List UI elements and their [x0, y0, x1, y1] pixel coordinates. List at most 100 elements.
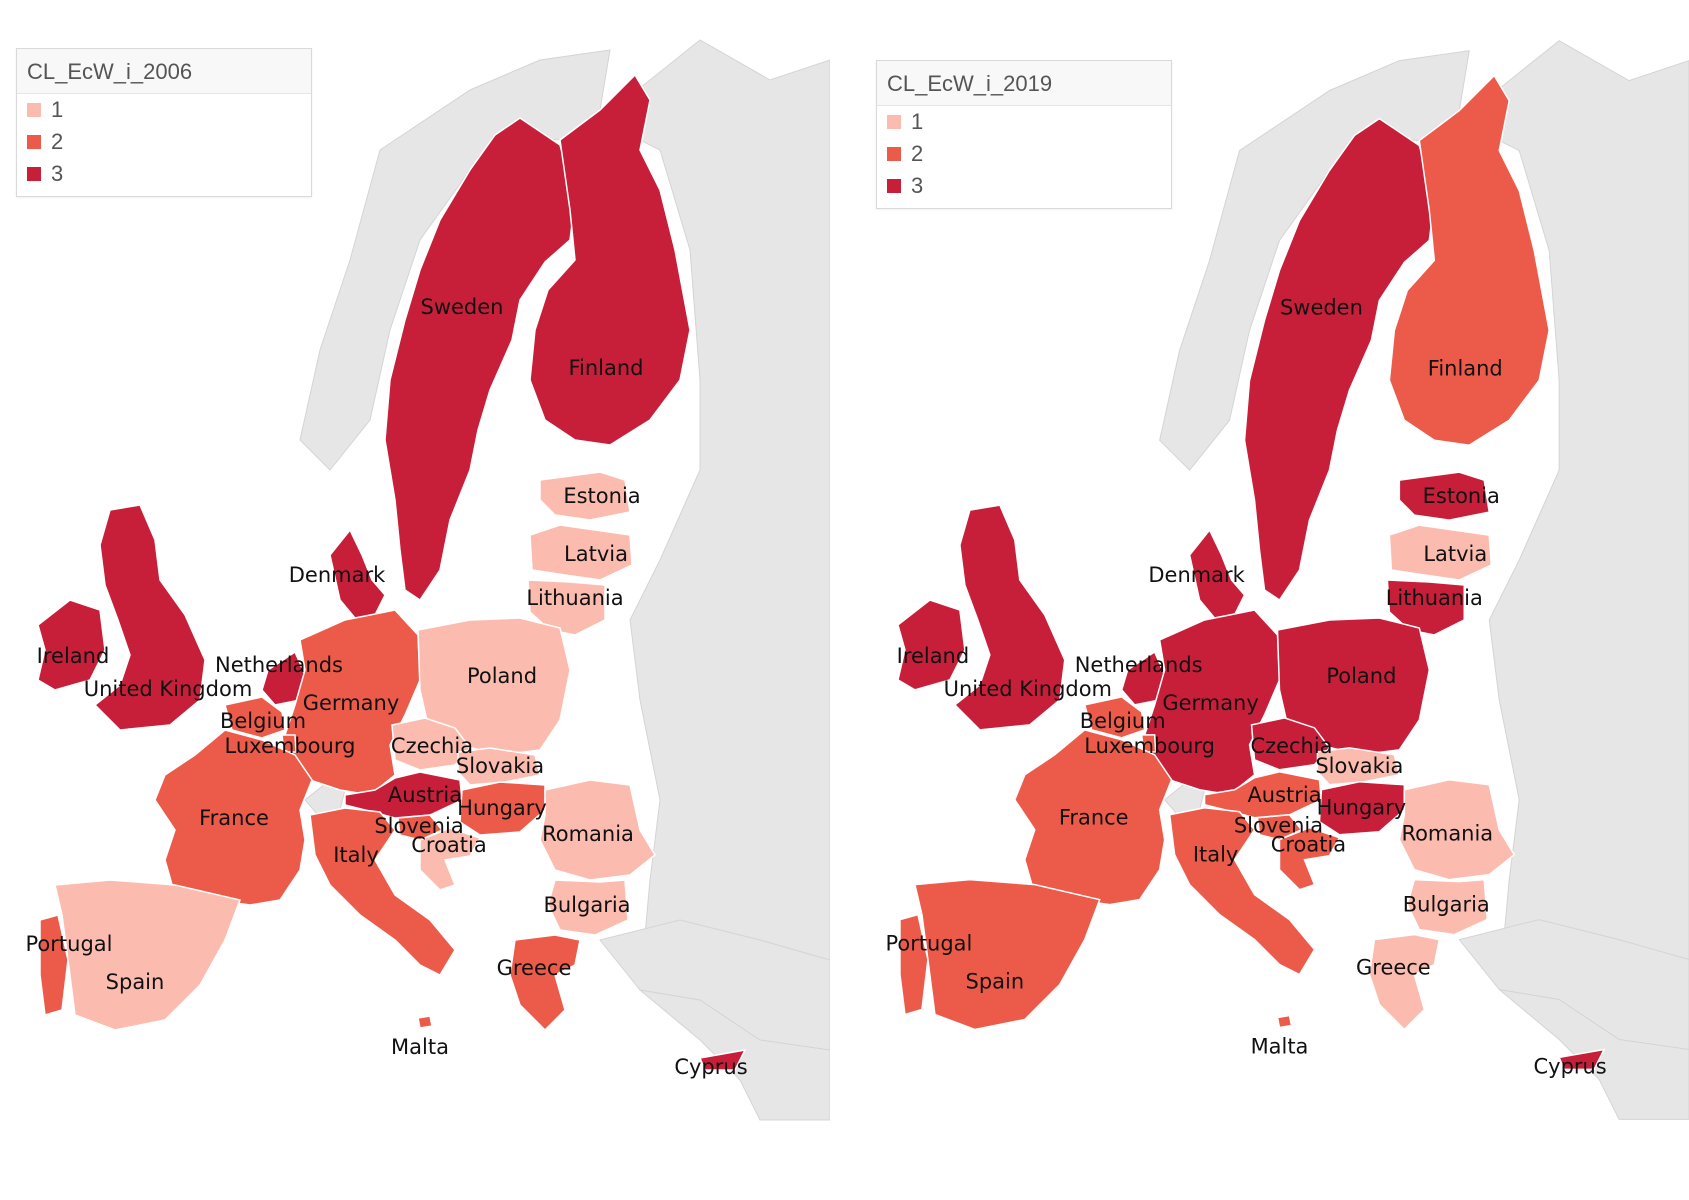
country-label-malta: Malta: [391, 1035, 449, 1059]
legend-title: CL_EcW_i_2006: [17, 49, 311, 94]
country-latvia[interactable]: [1388, 524, 1493, 581]
country-label-belgium: Belgium: [220, 709, 306, 733]
country-label-hungary: Hungary: [1317, 796, 1407, 820]
country-bulgaria[interactable]: [1406, 878, 1489, 936]
country-label-denmark: Denmark: [1148, 563, 1245, 587]
country-label-luxembourg: Luxembourg: [225, 734, 356, 758]
country-label-spain: Spain: [966, 970, 1025, 994]
background-land: [599, 39, 830, 1121]
country-label-portugal: Portugal: [26, 932, 113, 956]
country-lithuania[interactable]: [1386, 579, 1466, 636]
background-land: [1458, 40, 1689, 1120]
country-sweden[interactable]: [384, 117, 576, 602]
country-label-sweden: Sweden: [1280, 295, 1363, 319]
country-hungary[interactable]: [459, 781, 546, 836]
country-ireland[interactable]: [37, 599, 106, 691]
legend-swatch: [27, 103, 41, 117]
country-bulgaria[interactable]: [547, 879, 629, 936]
background-land: [299, 49, 611, 471]
country-lithuania[interactable]: [527, 579, 606, 636]
country-romania[interactable]: [1398, 779, 1516, 881]
country-label-cyprus: Cyprus: [1534, 1054, 1607, 1078]
legend-label: 3: [51, 161, 64, 186]
country-luxembourg[interactable]: [281, 734, 297, 753]
country-label-romania: Romania: [542, 822, 634, 846]
country-label-croatia: Croatia: [1271, 833, 1346, 857]
country-label-bulgaria: Bulgaria: [1403, 893, 1490, 917]
map-panel-2019: Sweden Finland Estonia Latvia Lithuania Denma…: [860, 0, 1689, 1200]
country-cyprus[interactable]: [698, 1049, 747, 1071]
legend-item-2[interactable]: 2: [17, 126, 311, 158]
legend-label: 1: [51, 97, 64, 122]
europe-map-2019[interactable]: Sweden Finland Estonia Latvia Lithuania Denma…: [860, 0, 1689, 1200]
country-finland[interactable]: [1388, 74, 1550, 446]
country-greece[interactable]: [509, 934, 581, 1032]
country-finland[interactable]: [529, 73, 691, 446]
country-belgium[interactable]: [224, 696, 286, 739]
country-label-slovakia: Slovakia: [456, 754, 544, 778]
country-latvia[interactable]: [529, 524, 633, 581]
country-label-belgium: Belgium: [1080, 709, 1166, 733]
legend-item-1[interactable]: 1: [877, 106, 1171, 138]
country-france[interactable]: [1013, 729, 1173, 906]
background-land: [1458, 919, 1689, 1050]
country-slovakia[interactable]: [1316, 747, 1401, 786]
country-cyprus[interactable]: [1558, 1048, 1606, 1071]
country-croatia[interactable]: [1278, 826, 1341, 891]
country-ireland[interactable]: [897, 599, 966, 691]
country-italy[interactable]: [1168, 806, 1316, 976]
country-label-portugal: Portugal: [885, 932, 972, 956]
legend-item-1[interactable]: 1: [17, 94, 311, 126]
country-label-lithuania: Lithuania: [526, 586, 623, 610]
country-france[interactable]: [154, 729, 313, 906]
country-spain[interactable]: [54, 879, 242, 1031]
legend-label: 2: [51, 129, 64, 154]
country-greece[interactable]: [1368, 933, 1441, 1031]
legend-2019: CL_EcW_i_2019 1 2 3: [876, 60, 1172, 209]
legend-item-3[interactable]: 3: [877, 170, 1171, 202]
country-hungary[interactable]: [1318, 781, 1406, 836]
country-label-czechia: Czechia: [1250, 734, 1332, 758]
legend-label: 1: [911, 109, 924, 134]
country-portugal[interactable]: [39, 914, 69, 1016]
country-italy[interactable]: [309, 807, 456, 976]
country-label-austria: Austria: [1247, 783, 1321, 807]
country-romania[interactable]: [539, 779, 656, 881]
background-land: [599, 919, 830, 1051]
country-slovakia[interactable]: [457, 747, 541, 786]
legend-item-2[interactable]: 2: [877, 138, 1171, 170]
country-label-cyprus: Cyprus: [674, 1055, 747, 1079]
legend-label: 3: [911, 173, 924, 198]
country-label-romania: Romania: [1401, 822, 1493, 846]
legend-label: 2: [911, 141, 924, 166]
country-estonia[interactable]: [539, 471, 631, 521]
country-label-france: France: [1059, 806, 1129, 830]
country-label-finland: Finland: [1428, 356, 1503, 380]
europe-map-2006[interactable]: Sweden Finland Estonia Latvia Lithuania Denma…: [0, 0, 830, 1200]
country-united-kingdom[interactable]: [93, 504, 206, 731]
legend-swatch: [27, 167, 41, 181]
country-portugal[interactable]: [899, 913, 929, 1016]
country-croatia[interactable]: [419, 827, 482, 891]
country-label-greece: Greece: [497, 956, 572, 980]
country-belgium[interactable]: [1083, 696, 1146, 739]
country-sweden[interactable]: [1243, 117, 1436, 602]
legend-swatch: [27, 135, 41, 149]
country-label-sweden: Sweden: [421, 295, 504, 319]
country-malta[interactable]: [1276, 1014, 1293, 1029]
country-denmark[interactable]: [329, 528, 386, 619]
country-spain[interactable]: [914, 878, 1101, 1031]
country-label-malta: Malta: [1251, 1034, 1309, 1058]
country-label-slovenia: Slovenia: [1234, 814, 1323, 838]
country-estonia[interactable]: [1398, 471, 1491, 521]
legend-item-3[interactable]: 3: [17, 158, 311, 190]
country-luxembourg[interactable]: [1140, 734, 1157, 753]
legend-swatch: [887, 147, 901, 161]
country-label-austria: Austria: [388, 783, 462, 807]
country-denmark[interactable]: [1188, 528, 1246, 619]
country-malta[interactable]: [417, 1015, 433, 1029]
country-label-italy: Italy: [1193, 843, 1239, 867]
country-label-italy: Italy: [333, 843, 379, 867]
country-label-ireland: Ireland: [897, 644, 970, 668]
country-united-kingdom[interactable]: [953, 504, 1066, 731]
